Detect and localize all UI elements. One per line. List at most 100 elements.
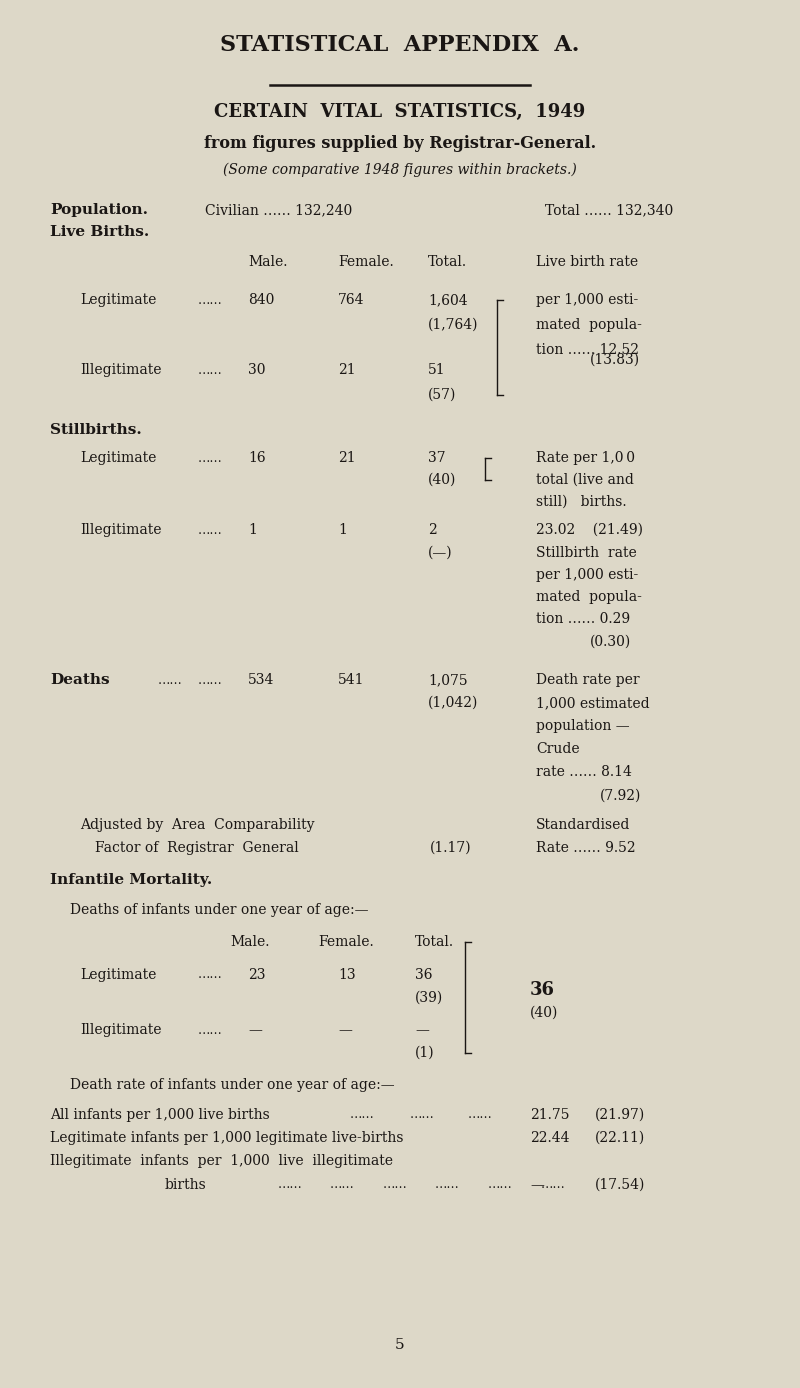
Text: 2: 2 [428,523,437,537]
Text: per 1,000 esti-: per 1,000 esti- [536,568,638,582]
Text: ……: …… [198,1023,222,1037]
Text: (39): (39) [415,991,443,1005]
Text: Female.: Female. [318,936,374,949]
Text: mated  popula-: mated popula- [536,318,642,332]
Text: 30: 30 [248,364,266,378]
Text: ……: …… [198,451,222,465]
Text: ……: …… [468,1109,493,1122]
Text: 764: 764 [338,293,365,307]
Text: 1: 1 [248,523,257,537]
Text: 51: 51 [428,364,446,378]
Text: from figures supplied by Registrar-General.: from figures supplied by Registrar-Gener… [204,135,596,151]
Text: (17.54): (17.54) [595,1178,646,1192]
Text: Standardised: Standardised [536,818,630,831]
Text: Stillbirths.: Stillbirths. [50,423,142,437]
Text: 13: 13 [338,967,356,981]
Text: Illegitimate: Illegitimate [80,1023,162,1037]
Text: Legitimate infants per 1,000 legitimate live-births: Legitimate infants per 1,000 legitimate … [50,1131,403,1145]
Text: 23: 23 [248,967,266,981]
Text: Death rate per: Death rate per [536,673,640,687]
Text: still)   births.: still) births. [536,496,626,509]
Text: Factor of  Registrar  General: Factor of Registrar General [95,841,298,855]
Text: tion …… 12.52: tion …… 12.52 [536,343,639,357]
Text: CERTAIN  VITAL  STATISTICS,  1949: CERTAIN VITAL STATISTICS, 1949 [214,103,586,121]
Text: Illegitimate  infants  per  1,000  live  illegitimate: Illegitimate infants per 1,000 live ille… [50,1153,393,1167]
Text: 541: 541 [338,673,365,687]
Text: ……: …… [278,1178,302,1191]
Text: STATISTICAL  APPENDIX  A.: STATISTICAL APPENDIX A. [220,33,580,56]
Text: 534: 534 [248,673,274,687]
Text: Live birth rate: Live birth rate [536,255,638,269]
Text: 36: 36 [530,981,555,999]
Text: ……: …… [198,673,222,687]
Text: ……: …… [350,1109,374,1122]
Text: mated  popula-: mated popula- [536,590,642,604]
Text: Female.: Female. [338,255,394,269]
Text: Deaths of infants under one year of age:—: Deaths of infants under one year of age:… [70,904,369,917]
Text: rate …… 8.14: rate …… 8.14 [536,765,632,779]
Text: 23.02    (21.49): 23.02 (21.49) [536,523,643,537]
Text: ……: …… [198,364,222,376]
Text: per 1,000 esti-: per 1,000 esti- [536,293,638,307]
Text: Total.: Total. [415,936,454,949]
Text: 1,604: 1,604 [428,293,468,307]
Text: total (live and: total (live and [536,473,634,487]
Text: (40): (40) [428,473,456,487]
Text: ……: …… [198,969,222,981]
Text: Total …… 132,340: Total …… 132,340 [545,203,674,217]
Text: —: — [415,1023,429,1037]
Text: 840: 840 [248,293,274,307]
Text: Adjusted by  Area  Comparability: Adjusted by Area Comparability [80,818,314,831]
Text: Rate …… 9.52: Rate …… 9.52 [536,841,636,855]
Text: (7.92): (7.92) [600,788,642,804]
Text: 21: 21 [338,364,356,378]
Text: 5: 5 [395,1338,405,1352]
Text: Crude: Crude [536,743,580,756]
Text: 36: 36 [415,967,433,981]
Text: Male.: Male. [248,255,287,269]
Text: Population.: Population. [50,203,148,217]
Text: Illegitimate: Illegitimate [80,364,162,378]
Text: (21.97): (21.97) [595,1108,646,1122]
Text: population —: population — [536,719,630,733]
Text: 1,000 estimated: 1,000 estimated [536,695,650,711]
Text: 22.44: 22.44 [530,1131,570,1145]
Text: (1.17): (1.17) [430,841,472,855]
Text: ……: …… [435,1178,460,1191]
Text: (1,042): (1,042) [428,695,478,711]
Text: ……: …… [488,1178,513,1191]
Text: 37: 37 [428,451,446,465]
Text: 1: 1 [338,523,347,537]
Text: (1,764): (1,764) [428,318,478,332]
Text: (13.83): (13.83) [590,353,640,366]
Text: Live Births.: Live Births. [50,225,150,239]
Text: (57): (57) [428,389,456,403]
Text: (0.30): (0.30) [590,634,631,650]
Text: 16: 16 [248,451,266,465]
Text: ……: …… [158,673,182,687]
Text: Rate per 1,0 0: Rate per 1,0 0 [536,451,635,465]
Text: (40): (40) [530,1006,558,1020]
Text: Infantile Mortality.: Infantile Mortality. [50,873,212,887]
Text: ……: …… [198,293,222,307]
Text: Legitimate: Legitimate [80,451,156,465]
Text: Male.: Male. [230,936,270,949]
Text: ……: …… [410,1109,434,1122]
Text: 21.75: 21.75 [530,1108,570,1122]
Text: ……: …… [383,1178,408,1191]
Text: Deaths: Deaths [50,673,110,687]
Text: Illegitimate: Illegitimate [80,523,162,537]
Text: Stillbirth  rate: Stillbirth rate [536,545,637,559]
Text: 1,075: 1,075 [428,673,468,687]
Text: births: births [165,1178,206,1192]
Text: 21: 21 [338,451,356,465]
Text: (Some comparative 1948 figures within brackets.): (Some comparative 1948 figures within br… [223,162,577,178]
Text: (—): (—) [428,545,453,559]
Text: All infants per 1,000 live births: All infants per 1,000 live births [50,1108,270,1122]
Text: Total.: Total. [428,255,467,269]
Text: ……: …… [198,523,222,537]
Text: ……: …… [330,1178,354,1191]
Text: Legitimate: Legitimate [80,293,156,307]
Text: Death rate of infants under one year of age:—: Death rate of infants under one year of … [70,1078,394,1092]
Text: Civilian …… 132,240: Civilian …… 132,240 [205,203,352,217]
